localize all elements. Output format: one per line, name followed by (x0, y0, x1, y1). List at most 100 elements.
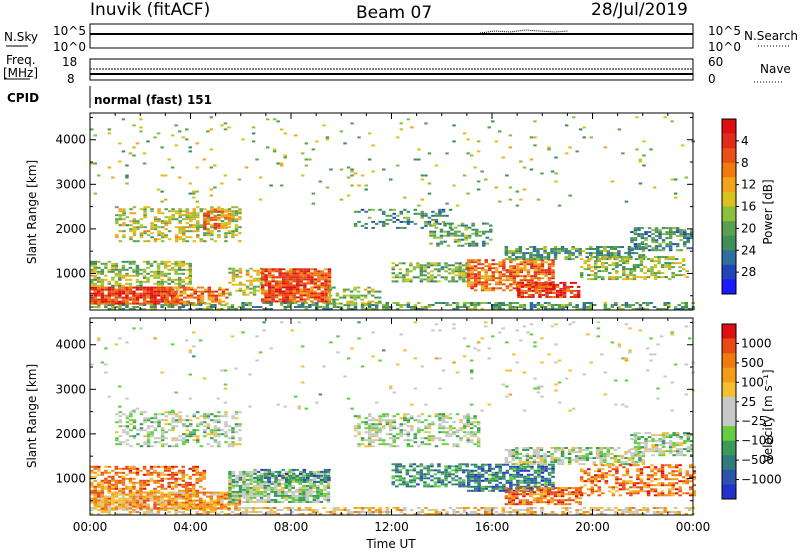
heatmap-cell (299, 296, 303, 299)
heatmap-cell (658, 237, 662, 240)
heatmap-cell (111, 485, 115, 488)
heatmap-cell (213, 210, 218, 213)
heatmap-cell (167, 507, 171, 510)
heatmap-cell (241, 511, 245, 513)
heatmap-cell (100, 509, 105, 511)
heatmap-cell (256, 285, 260, 288)
heatmap-cell (441, 210, 446, 213)
heatmap-cell (292, 280, 296, 283)
nsearch-tick-top: 10^5 (708, 24, 741, 38)
heatmap-cell (469, 304, 474, 306)
heatmap-cell (371, 304, 375, 306)
heatmap-cell (114, 280, 119, 283)
heatmap-cell (213, 226, 218, 229)
heatmap-cell (217, 210, 221, 213)
heatmap-cell (210, 238, 214, 241)
heatmap-cell (238, 287, 243, 290)
heatmap-cell (461, 280, 466, 283)
heatmap-cell (303, 300, 307, 303)
heatmap-cell (656, 513, 660, 515)
heatmap-cell (420, 174, 425, 177)
heatmap-cell (322, 308, 326, 310)
heatmap-cell (317, 294, 321, 297)
heatmap-cell (309, 492, 313, 495)
heatmap-cell (523, 267, 527, 270)
heatmap-cell (160, 146, 164, 149)
heatmap-cell (211, 296, 215, 299)
heatmap-cell (412, 276, 417, 279)
heatmap-cell (170, 262, 175, 265)
heatmap-cell (630, 247, 634, 250)
heatmap-cell (118, 160, 122, 163)
heatmap-cell (114, 509, 119, 511)
heatmap-cell (207, 296, 212, 299)
heatmap-cell (175, 294, 180, 297)
heatmap-cell (111, 298, 115, 301)
heatmap-cell (213, 228, 218, 231)
heatmap-cell (164, 423, 168, 426)
heatmap-cell (360, 439, 365, 442)
heatmap-cell (295, 474, 299, 477)
heatmap-cell (523, 261, 527, 264)
heatmap-cell (196, 222, 200, 225)
heatmap-cell (149, 296, 154, 299)
heatmap-cell (367, 300, 371, 303)
heatmap-cell (460, 234, 465, 237)
heatmap-cell (427, 220, 432, 223)
heatmap-cell (681, 258, 686, 261)
heatmap-cell (512, 281, 517, 284)
heatmap-cell (641, 254, 646, 257)
heatmap-cell (210, 218, 214, 221)
heatmap-cell (545, 294, 549, 296)
heatmap-cell (202, 511, 207, 513)
heatmap-cell (536, 250, 540, 253)
heatmap-cell (382, 224, 386, 227)
heatmap-cell (654, 229, 659, 232)
heatmap-cell (647, 235, 652, 238)
heatmap-cell (445, 513, 449, 515)
heatmap-cell (534, 287, 539, 290)
heatmap-cell (252, 293, 257, 296)
heatmap-cell (202, 475, 207, 478)
heatmap-cell (90, 485, 94, 488)
heatmap-cell (663, 507, 667, 509)
heatmap-cell (498, 302, 502, 304)
freq-tick-bottom: 8 (67, 72, 75, 86)
heatmap-cell (139, 232, 144, 235)
heatmap-cell (260, 278, 265, 281)
heatmap-cell (502, 259, 506, 262)
heatmap-cell (266, 484, 271, 487)
heatmap-cell (526, 275, 531, 278)
heatmap-cell (374, 419, 379, 422)
heatmap-cell (114, 292, 119, 295)
heatmap-cell (653, 264, 658, 267)
heatmap-cell (160, 429, 165, 432)
heatmap-cell (427, 509, 432, 511)
heatmap-cell (683, 231, 687, 234)
heatmap-cell (267, 280, 272, 283)
heatmap-cell (202, 503, 207, 506)
heatmap-cell (529, 168, 534, 171)
heatmap-cell (128, 152, 133, 155)
heatmap-cell (539, 256, 544, 259)
heatmap-cell (202, 509, 207, 511)
heatmap-cell (578, 250, 582, 253)
heatmap-cell (537, 263, 541, 266)
heatmap-cell (674, 258, 679, 261)
heatmap-cell (267, 290, 272, 293)
heatmap-cell (263, 476, 268, 479)
heatmap-cell (432, 234, 437, 237)
heatmap-cell (382, 511, 386, 513)
heatmap-cell (473, 275, 478, 278)
heatmap-cell (223, 505, 228, 508)
heatmap-cell (160, 222, 165, 225)
heatmap-cell (224, 216, 228, 219)
heatmap-cell (673, 511, 678, 513)
heatmap-cell (259, 492, 264, 495)
heatmap-cell (156, 497, 161, 500)
heatmap-cell (371, 226, 375, 229)
heatmap-cell (203, 429, 207, 432)
heatmap-cell (277, 494, 281, 497)
heatmap-cell (146, 479, 150, 482)
heatmap-cell (146, 471, 150, 474)
